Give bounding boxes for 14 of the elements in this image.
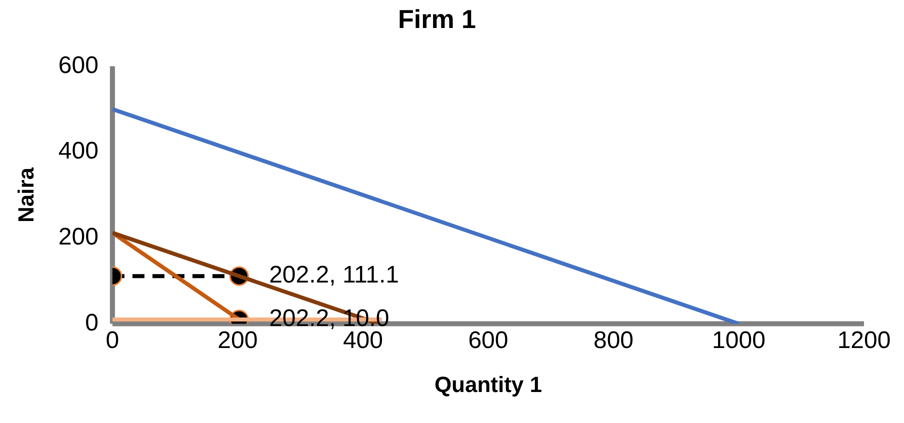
y-tick-label: 0 [85,309,98,336]
x-axis-title: Quantity 1 [434,372,542,397]
y-tick-label: 200 [58,224,98,251]
y-tick-label: 400 [58,138,98,165]
x-tick-label: 0 [106,326,120,354]
y-axis-title: Naira [13,166,38,223]
annotation: 202.2, 111.1 [269,262,399,289]
x-tick-label: 600 [468,326,508,354]
y-tick-label: 600 [58,52,98,79]
x-tick-label: 1000 [712,326,766,354]
x-tick-label: 800 [593,326,634,354]
x-tick-label: 1200 [837,326,891,354]
x-tick-label: 200 [218,326,258,354]
chart-title: Firm 1 [398,4,476,34]
